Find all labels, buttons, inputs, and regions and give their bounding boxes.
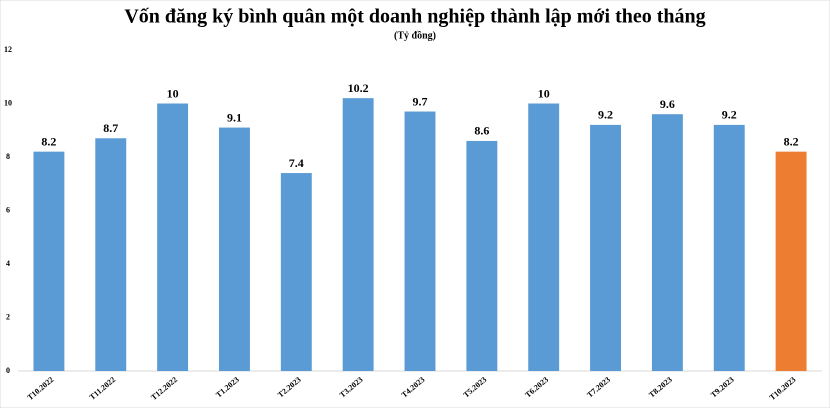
data-label: 8.2 bbox=[41, 134, 56, 148]
bar bbox=[404, 111, 436, 372]
y-tick-label: 12 bbox=[4, 45, 12, 54]
y-tick-label: 6 bbox=[6, 205, 10, 214]
data-label: 9.7 bbox=[413, 94, 428, 108]
bar bbox=[590, 124, 621, 372]
chart-title: Vốn đăng ký bình quân một doanh nghiệp t… bbox=[124, 6, 705, 28]
data-label: 8.6 bbox=[474, 124, 489, 138]
data-label: 9.1 bbox=[227, 110, 242, 124]
data-label: 7.4 bbox=[289, 156, 304, 170]
y-tick-label: 0 bbox=[6, 366, 10, 375]
chart-subtitle: (Tỷ đồng) bbox=[394, 30, 436, 41]
bar bbox=[219, 127, 250, 371]
data-label: 8.2 bbox=[784, 134, 799, 148]
y-tick-label: 2 bbox=[6, 312, 10, 321]
data-label: 9.6 bbox=[660, 97, 675, 111]
bar bbox=[651, 114, 683, 371]
bar bbox=[775, 151, 807, 371]
bar bbox=[95, 138, 127, 371]
y-tick-label: 4 bbox=[6, 259, 10, 268]
data-label: 10.2 bbox=[348, 81, 369, 95]
data-label: 8.7 bbox=[103, 121, 118, 135]
bar bbox=[33, 151, 65, 371]
bar bbox=[466, 140, 498, 371]
bar bbox=[342, 98, 374, 372]
y-tick-label: 8 bbox=[6, 152, 10, 161]
bar bbox=[713, 124, 745, 372]
bar bbox=[157, 103, 189, 371]
bar bbox=[528, 103, 560, 371]
data-label: 9.2 bbox=[598, 108, 613, 122]
y-tick-label: 10 bbox=[4, 98, 12, 107]
data-label: 10 bbox=[167, 86, 179, 100]
bar bbox=[280, 173, 312, 371]
data-label: 9.2 bbox=[722, 108, 737, 122]
data-label: 10 bbox=[538, 86, 550, 100]
